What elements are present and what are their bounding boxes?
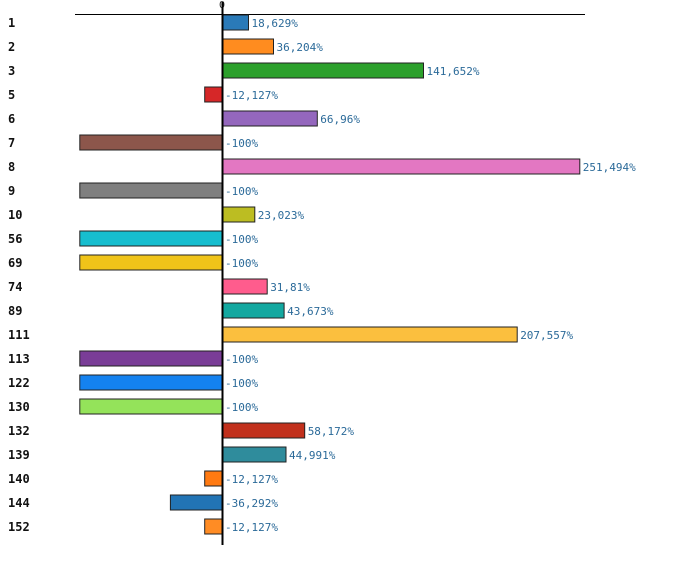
value-labels: 18,629% 36,204% 141,652% -12,127% 66,96% -100… <box>225 17 636 534</box>
value-label-122: -100% <box>225 377 258 390</box>
bar-122 <box>79 374 223 391</box>
category-label-122: 122 <box>8 376 30 390</box>
value-label-152: -12,127% <box>225 521 278 534</box>
category-label-10: 10 <box>8 208 22 222</box>
category-label-7: 7 <box>8 136 15 150</box>
category-label-111: 111 <box>8 328 30 342</box>
value-label-139: 44,991% <box>289 449 336 462</box>
bar-5 <box>204 86 223 103</box>
bar-111 <box>221 326 518 343</box>
category-label-69: 69 <box>8 256 22 270</box>
bar-10 <box>221 206 256 223</box>
value-label-2: 36,204% <box>277 41 324 54</box>
bar-130 <box>79 398 223 415</box>
value-label-1: 18,629% <box>252 17 299 30</box>
category-label-113: 113 <box>8 352 30 366</box>
value-label-89: 43,673% <box>287 305 334 318</box>
value-label-113: -100% <box>225 353 258 366</box>
value-label-5: -12,127% <box>225 89 278 102</box>
value-label-144: -36,292% <box>225 497 278 510</box>
bar-6 <box>221 110 318 127</box>
bar-113 <box>79 350 223 367</box>
value-label-10: 23,023% <box>258 209 305 222</box>
value-label-140: -12,127% <box>225 473 278 486</box>
category-label-89: 89 <box>8 304 22 318</box>
bar-74 <box>221 278 268 295</box>
value-label-3: 141,652% <box>427 65 480 78</box>
category-label-140: 140 <box>8 472 30 486</box>
bar-2 <box>221 38 274 55</box>
bar-1 <box>221 14 249 31</box>
bar-139 <box>221 446 287 463</box>
value-label-130: -100% <box>225 401 258 414</box>
bar-3 <box>221 62 424 79</box>
category-label-132: 132 <box>8 424 30 438</box>
category-label-139: 139 <box>8 448 30 462</box>
category-label-9: 9 <box>8 184 15 198</box>
category-label-3: 3 <box>8 64 15 78</box>
value-label-6: 66,96% <box>320 113 360 126</box>
value-label-69: -100% <box>225 257 258 270</box>
bar-56 <box>79 230 223 247</box>
value-label-56: -100% <box>225 233 258 246</box>
bar-132 <box>221 422 306 439</box>
category-labels: 1235678910566974891111131221301321391401… <box>8 16 30 534</box>
bar-7 <box>79 134 223 151</box>
category-label-6: 6 <box>8 112 15 126</box>
bar-140 <box>204 470 223 487</box>
bars-layer <box>79 14 581 535</box>
value-label-74: 31,81% <box>270 281 310 294</box>
category-label-5: 5 <box>8 88 15 102</box>
category-label-152: 152 <box>8 520 30 534</box>
value-label-7: -100% <box>225 137 258 150</box>
category-label-8: 8 <box>8 160 15 174</box>
category-label-56: 56 <box>8 232 22 246</box>
bar-8 <box>221 158 581 175</box>
category-label-130: 130 <box>8 400 30 414</box>
category-label-74: 74 <box>8 280 22 294</box>
category-label-144: 144 <box>8 496 30 510</box>
value-label-9: -100% <box>225 185 258 198</box>
category-label-1: 1 <box>8 16 15 30</box>
bar-144 <box>169 494 223 511</box>
category-label-2: 2 <box>8 40 15 54</box>
value-label-8: 251,494% <box>583 161 636 174</box>
bar-89 <box>221 302 285 319</box>
bar-69 <box>79 254 223 271</box>
value-label-132: 58,172% <box>308 425 355 438</box>
value-label-111: 207,557% <box>520 329 573 342</box>
bar-152 <box>204 518 223 535</box>
bar-9 <box>79 182 223 199</box>
